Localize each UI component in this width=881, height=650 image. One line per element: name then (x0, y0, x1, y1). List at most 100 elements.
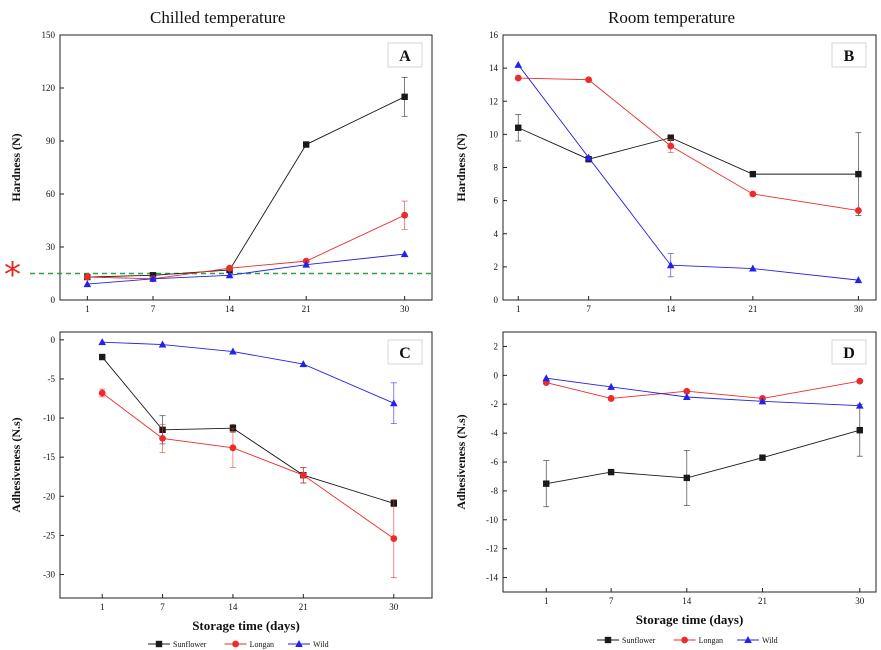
data-point (682, 393, 691, 400)
y-tick-label: -2 (491, 399, 499, 409)
x-tick-label: 7 (151, 304, 156, 314)
data-point (389, 399, 398, 407)
data-point (514, 74, 522, 82)
legend-label: Longan (699, 636, 723, 645)
y-tick-label: -6 (491, 457, 499, 467)
data-point (400, 250, 409, 258)
data-point (159, 435, 166, 442)
y-axis-label: Adhesiveness (N.s) (454, 414, 468, 509)
data-point (401, 211, 409, 219)
y-tick-label: 0 (494, 370, 499, 380)
plot-frame (59, 34, 433, 301)
series-sunflower (543, 403, 863, 508)
left-column-title: Chilled temperature (150, 8, 286, 27)
data-point (83, 280, 92, 288)
data-point (749, 170, 757, 178)
y-tick-label: 2 (494, 262, 499, 272)
y-tick-label: 150 (42, 30, 56, 40)
data-point (856, 377, 864, 385)
data-point (666, 261, 675, 269)
data-point (683, 387, 691, 395)
chart-panel-b: 0 2 4 6 8 10 12 14 16 1 7 14 21 30 Hardness (N) B (454, 30, 877, 314)
x-tick-label: 21 (299, 602, 308, 612)
y-tick-label: 120 (42, 83, 56, 93)
y-tick-label: -30 (43, 570, 55, 580)
plot-frame (502, 34, 877, 301)
data-point (302, 260, 310, 268)
series-longan (514, 74, 862, 214)
y-axis-label: Adhesiveness (N.s) (9, 417, 23, 512)
data-point (758, 397, 767, 405)
y-tick-label: -14 (486, 573, 498, 583)
legend-label: Sunflower (173, 640, 207, 649)
chart-panel-d: 2 0 -2 -4 -6 -8 -10 -12 -14 1 7 14 21 30 Adhesiveness … (454, 331, 877, 645)
data-point (585, 76, 593, 84)
legend: Sunflower Longan Wild (148, 640, 329, 649)
data-point (759, 454, 766, 461)
x-tick-label: 30 (855, 596, 865, 606)
series-line (518, 127, 859, 175)
x-tick-label: 30 (389, 602, 399, 612)
data-point (683, 474, 690, 482)
y-tick-label: 0 (494, 295, 499, 305)
x-axis-label: Storage time (days) (636, 612, 744, 627)
y-tick-label: 10 (489, 129, 499, 139)
series-line (546, 377, 860, 407)
x-tick-label: 7 (586, 304, 591, 314)
legend-marker (232, 640, 240, 648)
series-longan (542, 377, 864, 402)
y-tick-label: -8 (491, 486, 499, 496)
plot-frame (59, 331, 433, 599)
x-tick-label: 14 (666, 304, 676, 314)
data-point (854, 276, 863, 284)
x-tick-label: 1 (100, 602, 105, 612)
right-column-title: Room temperature (608, 8, 735, 27)
series-line (546, 380, 860, 399)
y-tick-label: 0 (51, 335, 56, 345)
legend: Sunflower Longan Wild (597, 636, 778, 645)
x-tick-label: 7 (609, 596, 614, 606)
x-tick-label: 21 (302, 304, 311, 314)
plot-frame (502, 331, 877, 593)
data-point (749, 264, 757, 272)
x-tick-label: 30 (400, 304, 410, 314)
x-tick-label: 1 (544, 596, 549, 606)
series-line (87, 253, 405, 285)
legend-marker (681, 636, 688, 644)
data-point (98, 389, 106, 397)
y-tick-label: -5 (48, 374, 56, 384)
x-tick-label: 14 (682, 596, 692, 606)
panel-label-box (387, 339, 423, 365)
data-point (542, 374, 551, 382)
data-point (543, 480, 550, 487)
data-point (98, 338, 107, 346)
data-point (225, 271, 234, 279)
y-tick-label: -25 (43, 530, 55, 540)
data-point (83, 273, 91, 281)
data-point (856, 427, 863, 434)
panel-label: C (399, 345, 411, 362)
data-point (667, 142, 675, 150)
series-wild (514, 60, 863, 284)
y-tick-label: 6 (494, 196, 499, 206)
y-tick-label: 0 (51, 295, 56, 305)
series-wild (542, 374, 864, 409)
series-line (546, 429, 860, 485)
x-tick-label: 1 (516, 304, 521, 314)
legend-label: Longan (250, 640, 274, 649)
legend-marker (155, 640, 163, 648)
data-point (99, 353, 106, 361)
y-axis-label: Hardness (N) (454, 133, 468, 201)
data-point (390, 535, 398, 542)
y-tick-label: 14 (489, 63, 499, 73)
data-point (667, 134, 674, 141)
chart-panel-c: 0 -5 -10 -15 -20 -25 -30 1 7 14 21 30 Adhesiveness (… (9, 331, 433, 649)
data-point (229, 347, 237, 355)
series-line (518, 77, 859, 212)
series-sunflower (99, 353, 397, 507)
panel-label-box (387, 42, 423, 68)
x-tick-label: 21 (758, 596, 767, 606)
series-wild (83, 250, 409, 288)
series-longan (98, 388, 398, 579)
